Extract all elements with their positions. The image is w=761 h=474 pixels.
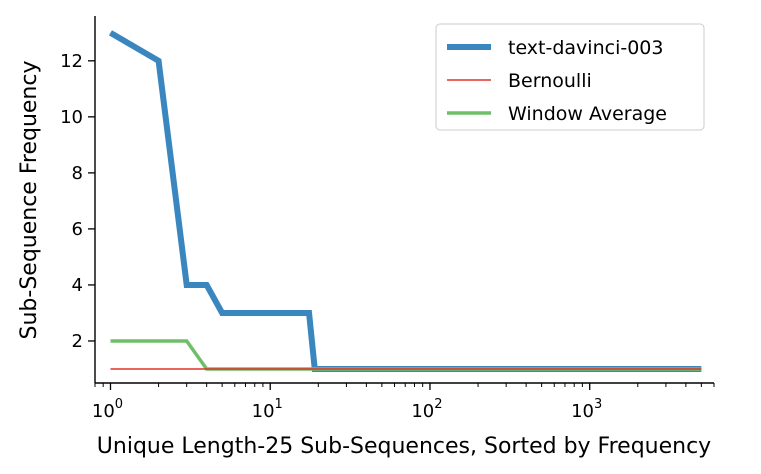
plot-lines: [108, 30, 702, 372]
legend-label-0: text-davinci-003: [508, 37, 663, 59]
y-tick-label: 6: [72, 219, 83, 240]
series-line-0: [108, 30, 702, 372]
y-tick-label: 12: [60, 51, 83, 72]
y-tick-label: 10: [60, 107, 83, 128]
legend: text-davinci-003 Bernoulli Window Average: [435, 23, 705, 131]
x-tick-label: 100: [92, 397, 123, 422]
legend-label-2: Window Average: [508, 103, 667, 125]
legend-label-1: Bernoulli: [508, 70, 592, 92]
ticks: 2 4 6 8 10 12 100 101 102 103: [60, 51, 715, 422]
x-tick-label: 101: [252, 397, 283, 422]
legend-box: [435, 23, 705, 131]
x-tick-label: 102: [411, 397, 442, 422]
y-axis-label: Sub-Sequence Frequency: [17, 61, 42, 340]
x-axis-label: Unique Length-25 Sub-Sequences, Sorted b…: [97, 434, 711, 459]
y-tick-label: 2: [72, 331, 83, 352]
y-tick-label: 4: [72, 275, 83, 296]
y-tick-label: 8: [72, 163, 83, 184]
series-line-2: [110, 339, 702, 371]
x-tick-label: 103: [571, 397, 602, 422]
axes: [94, 16, 714, 384]
